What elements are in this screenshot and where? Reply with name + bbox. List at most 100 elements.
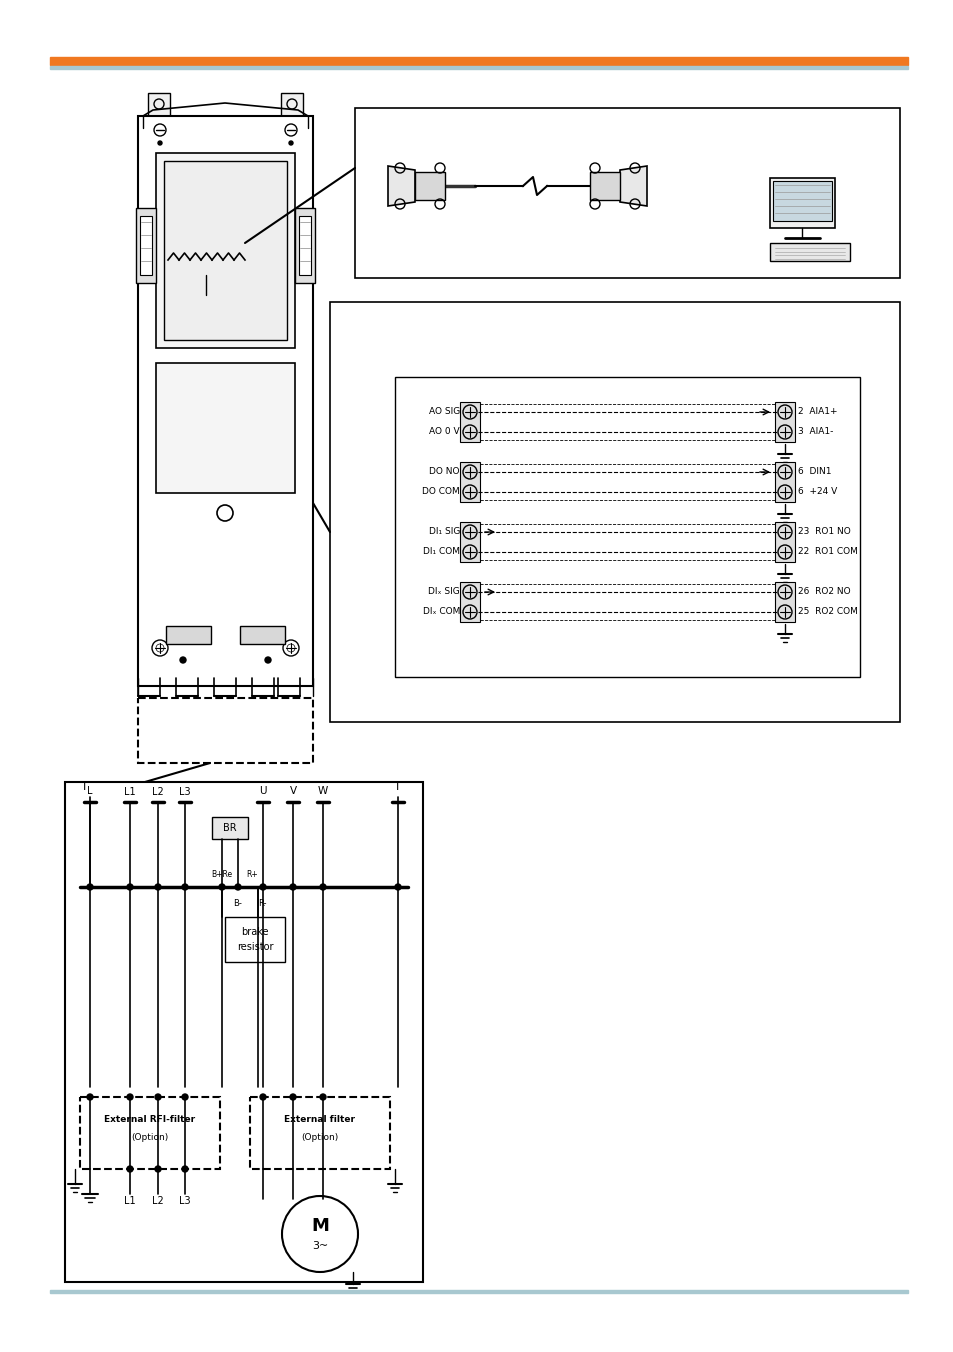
Text: DI₁ COM: DI₁ COM: [422, 548, 459, 557]
Text: V: V: [289, 786, 296, 796]
Circle shape: [290, 884, 295, 890]
Circle shape: [154, 1094, 161, 1101]
Text: DIₓ COM: DIₓ COM: [422, 607, 459, 617]
Text: 6  DIN1: 6 DIN1: [797, 468, 831, 476]
Bar: [774, 462, 794, 502]
Bar: [459, 462, 479, 502]
Text: External filter: External filter: [284, 1114, 355, 1124]
Bar: [240, 626, 285, 644]
Text: 23  RO1 NO: 23 RO1 NO: [797, 527, 850, 537]
Circle shape: [182, 1165, 188, 1172]
Bar: [80, 1096, 220, 1169]
Bar: [772, 181, 831, 220]
Text: B+Re: B+Re: [212, 869, 233, 879]
Text: R-: R-: [257, 899, 266, 907]
Bar: [50, 66, 907, 69]
Bar: [479, 525, 774, 560]
Text: I: I: [83, 781, 87, 792]
Text: B-: B-: [233, 899, 242, 907]
Text: DO NO: DO NO: [429, 468, 459, 476]
Circle shape: [87, 1094, 92, 1101]
Text: L2: L2: [152, 1197, 164, 1206]
Text: (Option): (Option): [301, 1133, 338, 1141]
Text: L: L: [87, 786, 92, 796]
Bar: [140, 216, 152, 274]
Text: I: I: [395, 781, 399, 792]
Bar: [164, 161, 287, 339]
Circle shape: [265, 657, 271, 662]
Bar: [281, 93, 303, 116]
Bar: [479, 584, 774, 621]
Bar: [769, 178, 834, 228]
Text: W: W: [317, 786, 328, 796]
Bar: [148, 93, 170, 116]
Bar: [138, 698, 313, 763]
Bar: [225, 917, 285, 963]
Circle shape: [290, 1094, 295, 1101]
Circle shape: [182, 1094, 188, 1101]
Circle shape: [127, 884, 132, 890]
Text: 3~: 3~: [312, 1241, 328, 1251]
Bar: [250, 1096, 390, 1169]
Circle shape: [395, 884, 400, 890]
Bar: [774, 522, 794, 562]
Bar: [774, 581, 794, 622]
Text: 2  AIA1+: 2 AIA1+: [797, 407, 837, 416]
Text: R+: R+: [246, 869, 257, 879]
Bar: [212, 817, 248, 840]
Circle shape: [87, 884, 92, 890]
Text: resistor: resistor: [236, 942, 273, 952]
Bar: [166, 626, 211, 644]
Circle shape: [127, 1165, 132, 1172]
Text: L2: L2: [152, 787, 164, 796]
Bar: [459, 581, 479, 622]
Circle shape: [154, 884, 161, 890]
Polygon shape: [619, 166, 646, 206]
Bar: [65, 781, 422, 1282]
Bar: [156, 362, 294, 493]
Bar: [298, 216, 311, 274]
Text: BR: BR: [223, 823, 236, 833]
Circle shape: [234, 884, 241, 890]
Bar: [459, 402, 479, 442]
Bar: [774, 402, 794, 442]
Bar: [479, 464, 774, 500]
Bar: [395, 377, 859, 677]
Bar: [479, 404, 774, 439]
Bar: [459, 522, 479, 562]
Bar: [50, 57, 907, 65]
Text: AO SIG: AO SIG: [428, 407, 459, 416]
Text: AO 0 V: AO 0 V: [429, 427, 459, 437]
Text: L1: L1: [124, 787, 135, 796]
Bar: [136, 208, 156, 283]
Text: L3: L3: [179, 787, 191, 796]
Circle shape: [154, 1165, 161, 1172]
Text: DIₓ SIG: DIₓ SIG: [428, 588, 459, 596]
Bar: [156, 153, 294, 347]
Circle shape: [182, 884, 188, 890]
Text: 26  RO2 NO: 26 RO2 NO: [797, 588, 850, 596]
Text: M: M: [311, 1217, 329, 1234]
Text: (Option): (Option): [132, 1133, 169, 1141]
Bar: [294, 208, 314, 283]
Text: 3  AIA1-: 3 AIA1-: [797, 427, 833, 437]
Text: 25  RO2 COM: 25 RO2 COM: [797, 607, 857, 617]
Circle shape: [260, 884, 266, 890]
Text: DI₁ SIG: DI₁ SIG: [428, 527, 459, 537]
Text: brake: brake: [241, 927, 269, 937]
Bar: [355, 108, 899, 279]
Text: L3: L3: [179, 1197, 191, 1206]
Circle shape: [219, 884, 225, 890]
Bar: [415, 172, 444, 200]
Circle shape: [180, 657, 186, 662]
Bar: [589, 172, 619, 200]
Circle shape: [158, 141, 162, 145]
Circle shape: [260, 1094, 266, 1101]
Text: DO COM: DO COM: [422, 488, 459, 496]
Text: 6  +24 V: 6 +24 V: [797, 488, 837, 496]
Bar: [330, 301, 899, 722]
Text: L1: L1: [124, 1197, 135, 1206]
Bar: [769, 243, 849, 261]
Text: U: U: [259, 786, 267, 796]
Circle shape: [319, 884, 326, 890]
